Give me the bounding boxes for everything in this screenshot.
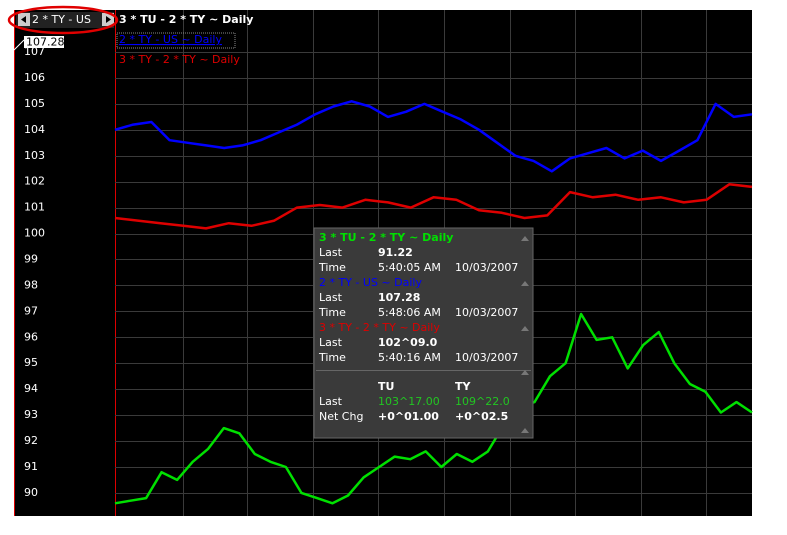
y-tick-label: 90 [24,486,38,499]
tooltip-cell: +0^01.00 [378,410,439,423]
y-tick-label: 95 [24,356,38,369]
scroll-arrow [521,281,529,286]
y-tick-label: 104 [24,123,45,136]
series-line [114,183,753,230]
tooltip-cell: Last [319,291,343,304]
tooltip-col-header: TU [378,380,394,393]
y-tick-label: 100 [24,227,45,240]
y-tick-label: 96 [24,330,38,343]
tooltip-title: 3 * TU - 2 * TY ~ Daily [319,231,453,244]
tooltip-cell: 10/03/2007 [455,306,518,319]
last-value: 107.28 [26,36,65,49]
y-tick-label: 99 [24,252,38,265]
tooltip-bg [313,227,534,439]
tooltip-cell: Time [318,351,346,364]
tooltip-cell: Time [318,261,346,274]
selector-bg [16,12,114,28]
last-value-tag [24,36,64,48]
legend-selection [116,32,236,49]
tooltip-cell: 5:48:06 AM [378,306,441,319]
tooltip-cell: 10/03/2007 [455,351,518,364]
y-tick-label: 105 [24,97,45,110]
tooltip-cell: Net Chg [319,410,363,423]
tooltip-cell: 91.22 [378,246,413,259]
y-tick-label: 98 [24,278,38,291]
selector-label[interactable]: 2 * TY - US [32,13,91,26]
tooltip-cell: +0^02.5 [455,410,508,423]
prev-arrow [21,16,26,23]
tooltip-cell: 102^09.0 [378,336,438,349]
scroll-arrow [521,326,529,331]
y-tick-label: 97 [24,304,38,317]
y-tick-label: 93 [24,408,38,421]
scroll-arrow [521,236,529,241]
y-tick-label: 106 [24,71,45,84]
grid: 90 91 92 93 94 95 96 97 98 99 100 101 102 103 104 105 10… [24,10,752,516]
y-tick-label: 94 [24,382,38,395]
next-arrow [106,16,111,23]
tooltip-cell: 107.28 [378,291,420,304]
tooltip-cell: Last [319,395,343,408]
y-tick-label: 107 [24,45,45,58]
lines [114,100,753,505]
highlight-ellipse [7,5,119,35]
tooltip-cell: Time [318,306,346,319]
legend-entry: 2 * TY - US ~ Daily [119,33,222,46]
tooltip-title: 3 * TY - 2 * TY ~ Daily [319,321,440,334]
y-tick-label: 101 [24,201,45,214]
legend: 3 * TU - 2 * TY ~ Daily 2 * TY - US ~ Dai… [116,13,253,66]
legend-entry: 3 * TY - 2 * TY ~ Daily [119,53,240,66]
tooltip-cell: 103^17.00 [378,395,440,408]
series-line [114,100,753,173]
y-tick-label: 103 [24,149,45,162]
tag-pointer [13,39,25,51]
series-line [114,312,753,505]
tooltip-col-header: TY [455,380,472,393]
tooltip-cell: 109^22.0 [455,395,510,408]
scroll-arrow [521,370,529,375]
y-tick-label: 102 [24,175,45,188]
tooltip-cell: Last [319,246,343,259]
tooltip-cell: 10/03/2007 [455,261,518,274]
y-tick-label: 92 [24,434,38,447]
tooltip-cell: 5:40:16 AM [378,351,441,364]
tooltip-title: 2 * TY - US ~ Daily [319,276,422,289]
y-tick-label: 91 [24,460,38,473]
legend-entry: 3 * TU - 2 * TY ~ Daily [119,13,253,26]
tooltip: 3 * TU - 2 * TY ~ Daily Last 91.22 Time 5:40… [313,227,534,439]
scroll-arrow [521,428,529,433]
tooltip-cell: Last [319,336,343,349]
tooltip-cell: 5:40:05 AM [378,261,441,274]
